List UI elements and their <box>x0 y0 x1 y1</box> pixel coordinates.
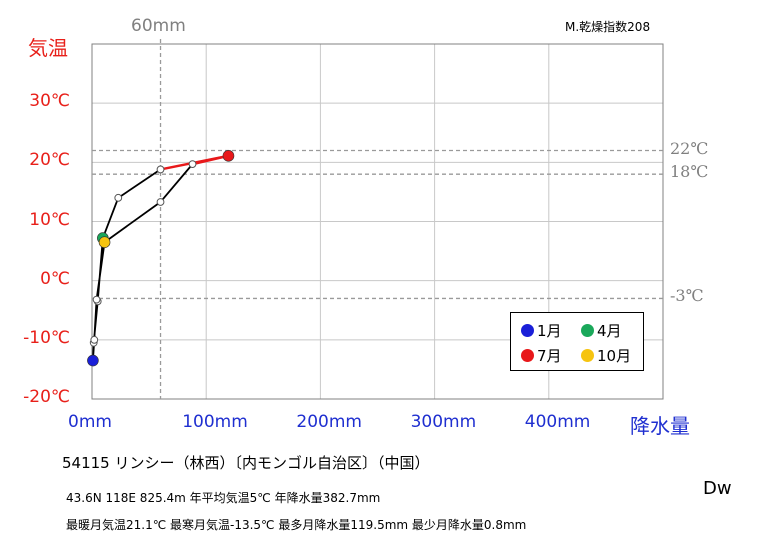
x-tick-label: 0mm <box>68 412 112 432</box>
legend-item-oct: 10月 <box>581 345 631 366</box>
station-name: 54115 リンシー（林西）〔内モンゴル自治区〕（中国） <box>62 454 430 472</box>
x-tick-label: 400mm <box>524 412 591 432</box>
legend-label-apr: 4月 <box>597 322 622 340</box>
month-point <box>188 160 197 169</box>
reference-lines <box>92 39 665 399</box>
legend-dot-apr <box>581 324 594 337</box>
y-tick-label: -20℃ <box>23 387 70 407</box>
legend-label-jan: 1月 <box>537 322 562 340</box>
ref-precip-label: 60mm <box>131 16 186 36</box>
legend: 1月 4月 7月 10月 <box>510 312 644 371</box>
warm-segment <box>192 154 229 166</box>
x-tick-label: 100mm <box>182 412 248 432</box>
legend-dot-jan <box>521 324 534 337</box>
grid-lines <box>92 44 663 399</box>
y-axis-title: 気温 <box>28 36 68 60</box>
x-tick-label: 300mm <box>410 412 477 432</box>
ref-label-temp: -3℃ <box>670 286 704 306</box>
y-tick-label: 30℃ <box>29 91 70 112</box>
dryness-index: M.乾燥指数208 <box>565 20 651 34</box>
x-axis-title: 降水量 <box>630 414 690 438</box>
month-point-highlight <box>222 150 235 162</box>
month-point-highlight <box>87 354 99 367</box>
legend-item-jul: 7月 <box>521 345 562 366</box>
data-points <box>87 150 235 367</box>
legend-label-oct: 10月 <box>597 347 632 365</box>
station-info-line1: 43.6N 118E 825.4m 年平均気温5℃ 年降水量382.7mm <box>66 491 381 505</box>
month-point <box>92 295 101 304</box>
legend-dot-jul <box>521 349 534 362</box>
y-tick-label: 20℃ <box>29 150 70 171</box>
ref-label-temp: 18℃ <box>670 162 709 182</box>
legend-label-jul: 7月 <box>537 347 562 365</box>
climate-code: Dw <box>703 478 732 499</box>
data-curves <box>92 154 229 361</box>
month-point <box>156 165 165 174</box>
legend-dot-oct <box>581 349 594 362</box>
month-point-highlight <box>98 236 111 249</box>
legend-item-jan: 1月 <box>521 320 562 341</box>
y-tick-label: 10℃ <box>29 209 70 230</box>
temp-precip-curve <box>92 163 194 361</box>
plot-frame <box>91 43 664 400</box>
month-point <box>156 198 165 206</box>
month-point <box>90 335 99 344</box>
ref-label-temp: 22℃ <box>670 138 709 158</box>
month-point <box>114 193 123 202</box>
y-tick-label: -10℃ <box>23 327 70 348</box>
station-info-line2: 最暖月気温21.1℃ 最寒月気温-13.5℃ 最多月降水量119.5mm 最少月… <box>66 518 527 532</box>
y-tick-label: 0℃ <box>40 268 70 289</box>
x-tick-label: 200mm <box>296 412 362 432</box>
legend-item-apr: 4月 <box>581 320 622 341</box>
